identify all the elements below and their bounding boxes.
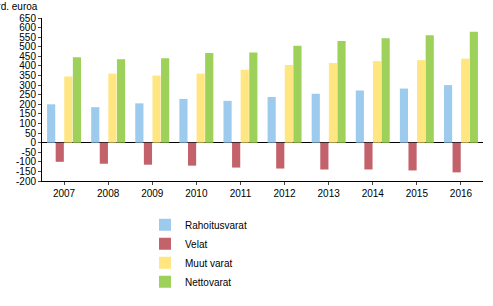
svg-text:100: 100 bbox=[19, 118, 36, 129]
svg-text:150: 150 bbox=[19, 108, 36, 119]
svg-text:600: 600 bbox=[19, 22, 36, 33]
svg-text:Nettovarat: Nettovarat bbox=[185, 277, 231, 288]
svg-text:500: 500 bbox=[19, 41, 36, 52]
svg-text:-200: -200 bbox=[16, 176, 36, 187]
svg-text:350: 350 bbox=[19, 70, 36, 81]
svg-text:2014: 2014 bbox=[362, 188, 385, 199]
svg-text:Muut varat: Muut varat bbox=[185, 258, 232, 269]
svg-text:2011: 2011 bbox=[230, 188, 252, 199]
svg-text:2010: 2010 bbox=[185, 188, 208, 199]
svg-text:-50: -50 bbox=[22, 147, 37, 158]
svg-text:400: 400 bbox=[19, 60, 36, 71]
svg-text:450: 450 bbox=[19, 51, 36, 62]
svg-text:2008: 2008 bbox=[97, 188, 120, 199]
svg-text:0: 0 bbox=[30, 137, 36, 148]
svg-text:2013: 2013 bbox=[318, 188, 341, 199]
svg-text:mrd. euroa: mrd. euroa bbox=[0, 1, 38, 12]
svg-text:Rahoitusvarat: Rahoitusvarat bbox=[185, 220, 247, 231]
svg-text:300: 300 bbox=[19, 80, 36, 91]
svg-text:-100: -100 bbox=[16, 156, 36, 167]
svg-text:200: 200 bbox=[19, 99, 36, 110]
svg-text:Velat: Velat bbox=[185, 239, 207, 250]
svg-text:250: 250 bbox=[19, 89, 36, 100]
svg-text:50: 50 bbox=[25, 128, 37, 139]
svg-text:2015: 2015 bbox=[406, 188, 429, 199]
svg-text:2009: 2009 bbox=[141, 188, 164, 199]
svg-text:2016: 2016 bbox=[450, 188, 473, 199]
svg-text:550: 550 bbox=[19, 32, 36, 43]
svg-text:2007: 2007 bbox=[53, 188, 76, 199]
svg-text:2012: 2012 bbox=[273, 188, 296, 199]
svg-text:-150: -150 bbox=[16, 166, 36, 177]
svg-text:650: 650 bbox=[19, 13, 36, 24]
